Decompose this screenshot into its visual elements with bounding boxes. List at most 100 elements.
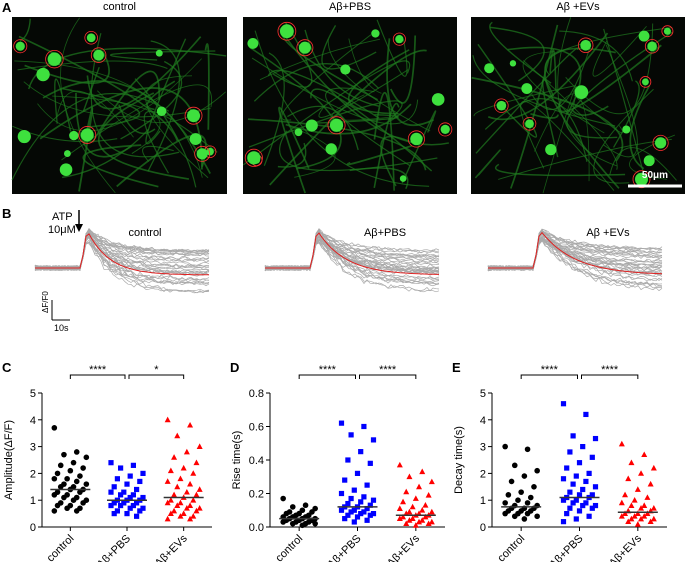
point bbox=[61, 494, 67, 501]
point bbox=[280, 519, 286, 525]
point bbox=[174, 483, 181, 490]
point bbox=[70, 459, 77, 466]
point bbox=[51, 508, 58, 514]
y-axis-label: Rise time(s) bbox=[231, 431, 243, 490]
point bbox=[583, 500, 589, 506]
point bbox=[618, 513, 625, 519]
cell bbox=[371, 29, 380, 38]
point bbox=[190, 513, 197, 519]
point bbox=[622, 491, 629, 498]
neurite bbox=[380, 135, 410, 187]
point bbox=[618, 440, 625, 447]
roi bbox=[327, 116, 346, 135]
cell bbox=[247, 37, 259, 49]
cell bbox=[525, 119, 534, 129]
point bbox=[108, 489, 114, 495]
neurite bbox=[251, 57, 419, 125]
point bbox=[647, 518, 654, 525]
concentration: 10μM bbox=[48, 224, 76, 236]
point bbox=[573, 497, 579, 503]
point bbox=[193, 459, 200, 466]
point bbox=[416, 518, 423, 525]
neurite bbox=[143, 110, 218, 174]
point bbox=[564, 511, 570, 517]
bracket bbox=[69, 374, 126, 379]
cell bbox=[196, 148, 208, 160]
point bbox=[367, 512, 373, 518]
scale-label: ΔF/F0 bbox=[41, 291, 50, 313]
point bbox=[187, 421, 194, 428]
point bbox=[118, 465, 124, 471]
cell bbox=[36, 67, 50, 82]
y-axis-label: Amplitude(ΔF/F) bbox=[3, 420, 15, 500]
cell bbox=[647, 41, 657, 52]
point bbox=[64, 505, 70, 512]
neurite bbox=[472, 55, 616, 127]
cell bbox=[187, 109, 201, 123]
point bbox=[361, 423, 367, 430]
point bbox=[183, 448, 190, 455]
point bbox=[338, 420, 345, 426]
point bbox=[51, 425, 58, 431]
y-tick-label: 5 bbox=[30, 388, 36, 400]
point bbox=[406, 473, 413, 480]
point bbox=[573, 473, 579, 479]
y-axis-label: Decay time(s) bbox=[453, 426, 465, 494]
point bbox=[111, 484, 117, 490]
panel-label: B bbox=[2, 206, 11, 221]
cell bbox=[395, 35, 404, 44]
point bbox=[511, 462, 518, 469]
point bbox=[625, 518, 632, 525]
trace bbox=[264, 231, 440, 272]
point bbox=[351, 507, 357, 513]
point bbox=[570, 433, 576, 439]
point bbox=[77, 489, 83, 495]
point bbox=[524, 510, 531, 517]
bracket bbox=[520, 374, 578, 379]
image-title: Aβ +EVs bbox=[556, 1, 600, 13]
point bbox=[127, 505, 133, 511]
y-tick-label: 0.6 bbox=[249, 422, 264, 434]
point bbox=[130, 462, 136, 468]
cell bbox=[574, 85, 589, 100]
point bbox=[573, 516, 579, 522]
point bbox=[280, 495, 286, 502]
roi bbox=[577, 37, 594, 54]
y-tick-label: 0.2 bbox=[249, 489, 264, 501]
point bbox=[502, 443, 508, 450]
cell bbox=[189, 133, 202, 146]
neurite bbox=[272, 21, 313, 88]
roi bbox=[652, 134, 669, 151]
neurite bbox=[204, 43, 210, 130]
neurite bbox=[346, 144, 413, 166]
point bbox=[171, 454, 178, 460]
point bbox=[114, 476, 120, 482]
trace-title: Aβ+PBS bbox=[364, 227, 406, 239]
point bbox=[348, 432, 354, 438]
point bbox=[524, 500, 531, 506]
roi bbox=[639, 76, 652, 88]
point bbox=[171, 507, 178, 514]
point bbox=[180, 464, 187, 471]
y-tick-label: 4 bbox=[480, 415, 486, 427]
significance: **** bbox=[319, 364, 337, 376]
significance: **** bbox=[601, 364, 619, 376]
cell bbox=[521, 83, 533, 95]
point bbox=[57, 462, 64, 469]
significance: * bbox=[154, 364, 159, 376]
point bbox=[354, 470, 361, 476]
point bbox=[134, 486, 140, 493]
cell bbox=[69, 130, 79, 141]
roi bbox=[78, 126, 97, 144]
point bbox=[567, 489, 573, 495]
roi bbox=[296, 39, 314, 57]
cell bbox=[399, 175, 407, 182]
neurite bbox=[290, 126, 336, 178]
point bbox=[367, 460, 373, 466]
point bbox=[409, 503, 416, 510]
point bbox=[647, 480, 654, 487]
stimulus: ATP bbox=[52, 211, 73, 223]
trace bbox=[34, 229, 210, 271]
point bbox=[641, 502, 648, 508]
point bbox=[183, 488, 190, 495]
